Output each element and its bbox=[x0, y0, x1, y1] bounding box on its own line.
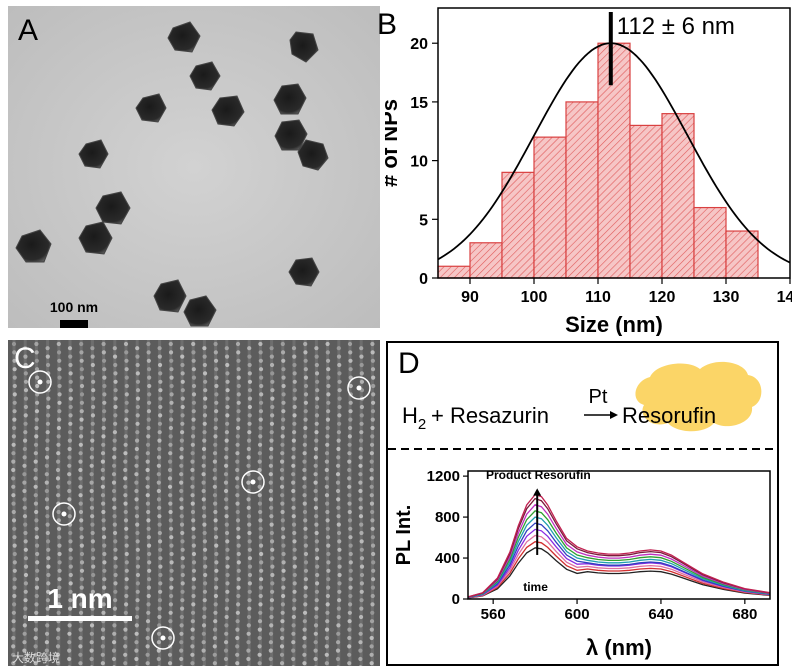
nanoparticle bbox=[183, 295, 217, 327]
y-tick-label: 0 bbox=[419, 271, 428, 288]
x-tick-label: 640 bbox=[648, 606, 673, 623]
x-tick-label: 130 bbox=[713, 289, 740, 306]
catalyst-label: Pt bbox=[589, 386, 608, 408]
atom-highlight-circle bbox=[347, 376, 371, 400]
histogram-bar bbox=[725, 230, 759, 279]
pl-spectrum-chart: H2 + Resazurin Pt Resorufin Product Reso… bbox=[388, 361, 777, 660]
spectrum-line-t2 bbox=[467, 541, 771, 599]
spectrum-line-t6 bbox=[467, 516, 771, 599]
histogram-bar bbox=[565, 101, 599, 279]
x-tick-label: 600 bbox=[565, 606, 590, 623]
nanoparticle bbox=[95, 191, 131, 225]
panel-label-d: D bbox=[398, 347, 420, 380]
y-tick-label: 800 bbox=[435, 509, 460, 526]
plot-frame bbox=[437, 7, 791, 279]
histogram-bar bbox=[693, 206, 727, 279]
lattice-image-canvas: 1 nm 大数跨境 bbox=[8, 340, 380, 666]
y-tick-label: 10 bbox=[410, 154, 428, 171]
product-resorufin: Resorufin bbox=[622, 403, 716, 428]
atom-highlight-circle bbox=[241, 470, 265, 494]
nanoparticle bbox=[297, 139, 329, 171]
product-annotation: Product Resorufin bbox=[486, 468, 591, 482]
panel-a-tem-image: 100 nm A bbox=[8, 6, 380, 328]
scale-bar-a bbox=[60, 320, 88, 328]
y-axis-label: PL Int. bbox=[393, 505, 415, 566]
y-tick-label: 5 bbox=[419, 212, 428, 229]
panel-label-a: A bbox=[18, 14, 39, 47]
spectrum-line-t10 bbox=[467, 493, 771, 598]
x-tick-label: 90 bbox=[461, 289, 479, 306]
panel-b-histogram: B 112 ± 6 nm 90 100 110 120 130 140 0 5 10 15 20 … bbox=[377, 0, 792, 337]
x-axis-label: λ (nm) bbox=[586, 635, 652, 660]
gaussian-fit-line bbox=[437, 42, 791, 264]
x-tick-label: 100 bbox=[521, 289, 548, 306]
atom-highlight-circle bbox=[28, 370, 52, 394]
spectrum-line-t3 bbox=[467, 534, 771, 599]
spectrum-line-t8 bbox=[467, 504, 771, 598]
spectrum-line-t7 bbox=[467, 510, 771, 598]
x-tick-label: 680 bbox=[732, 606, 757, 623]
atom-highlight-circle bbox=[52, 502, 76, 526]
histogram-bar bbox=[437, 265, 471, 279]
watermark-text: 大数跨境 bbox=[12, 650, 60, 665]
time-annotation: time bbox=[523, 580, 548, 594]
histogram-bar bbox=[469, 242, 503, 279]
scale-bar-c bbox=[28, 616, 132, 621]
histogram-chart: 112 ± 6 nm 90 100 110 120 130 140 0 5 10 15 20 Si… bbox=[377, 7, 792, 337]
x-tick-label: 140 bbox=[777, 289, 792, 306]
nanoparticle bbox=[78, 139, 109, 169]
panel-label-c: C bbox=[14, 342, 36, 375]
spectrum-line-t5 bbox=[467, 522, 771, 599]
y-tick-label: 15 bbox=[410, 95, 428, 112]
nanoparticle bbox=[289, 31, 319, 63]
nanoparticle bbox=[153, 279, 187, 313]
y-axis-label: # of NPs bbox=[385, 99, 402, 187]
histogram-bar bbox=[597, 42, 631, 279]
spectrum-line-t9 bbox=[467, 497, 771, 598]
x-tick-label: 560 bbox=[481, 606, 506, 623]
panel-label-b: B bbox=[377, 8, 398, 41]
product-cloud-shape bbox=[635, 361, 762, 432]
x-tick-label: 120 bbox=[649, 289, 676, 306]
nanoparticle bbox=[288, 257, 320, 287]
reactant-h2: H2 bbox=[402, 403, 426, 433]
mean-annotation: 112 ± 6 nm bbox=[617, 13, 735, 40]
scale-bar-c-label: 1 nm bbox=[47, 583, 112, 614]
x-axis-label: Size (nm) bbox=[565, 312, 663, 336]
tem-image-canvas: 100 nm bbox=[8, 6, 380, 328]
nanoparticle bbox=[211, 95, 245, 127]
x-tick-label: 110 bbox=[585, 289, 611, 306]
nanoparticle bbox=[167, 21, 201, 53]
nanoparticle bbox=[78, 221, 113, 255]
histogram-bar bbox=[661, 113, 695, 279]
y-tick-label: 0 bbox=[452, 591, 460, 608]
panel-c-hrtem-image: 1 nm 大数跨境 C bbox=[8, 340, 380, 666]
panel-d-reaction-spectrum: D H2 + Resazurin Pt Resorufin Product Re… bbox=[386, 341, 779, 666]
nanoparticle bbox=[135, 93, 167, 123]
histogram-bar bbox=[629, 124, 663, 279]
y-tick-label: 1200 bbox=[427, 468, 460, 485]
atom-highlight-circle bbox=[151, 626, 175, 650]
histogram-bar bbox=[501, 171, 535, 279]
nanoparticle bbox=[15, 229, 52, 263]
spectrum-line-t1 bbox=[467, 547, 771, 599]
nanoparticle bbox=[273, 83, 307, 115]
scale-bar-a-label: 100 nm bbox=[50, 299, 98, 315]
y-tick-label: 20 bbox=[410, 36, 428, 53]
nanoparticle bbox=[189, 61, 221, 91]
reactant-resazurin: + Resazurin bbox=[431, 403, 549, 428]
plot-frame bbox=[467, 470, 771, 600]
y-tick-label: 400 bbox=[435, 550, 460, 567]
histogram-bar bbox=[533, 136, 567, 279]
time-arrow bbox=[533, 488, 542, 555]
